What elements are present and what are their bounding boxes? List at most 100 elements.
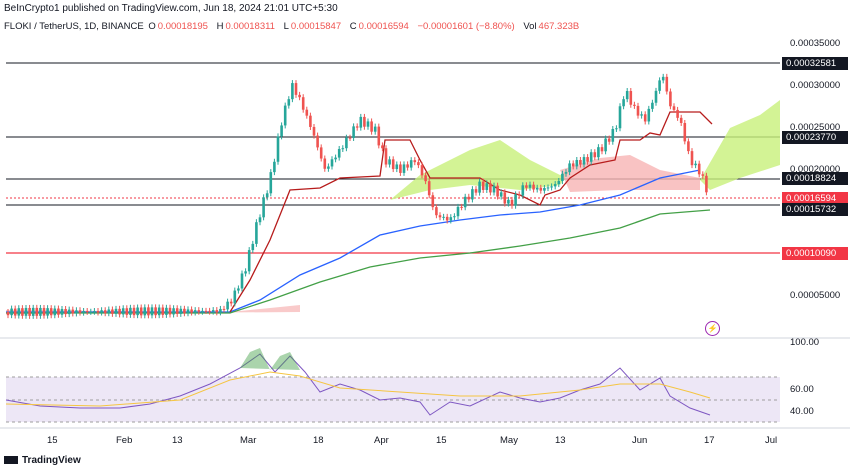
candle-body: [319, 147, 323, 159]
candle-body: [525, 185, 528, 188]
time-tick: Mar: [240, 435, 257, 446]
candle-body: [597, 147, 600, 158]
tradingview-logo-icon: [4, 456, 18, 465]
candle-body: [478, 181, 481, 193]
candle-body: [582, 157, 586, 165]
candle-body: [604, 138, 607, 152]
candle-body: [175, 308, 179, 314]
time-tick: Apr: [374, 435, 389, 446]
candle-body: [658, 80, 661, 91]
price-tick: 0.00005000: [790, 290, 841, 301]
time-tick: 13: [555, 435, 566, 446]
candle-body: [694, 163, 697, 166]
candle-body: [352, 126, 355, 138]
close-value: 0.00016594: [358, 21, 409, 32]
candle-body: [161, 307, 165, 315]
candle-body: [593, 152, 597, 158]
time-tick: 13: [172, 435, 183, 446]
candle-body: [377, 126, 381, 146]
publisher-line: BeInCrypto1 published on TradingView.com…: [4, 3, 338, 14]
candle-body: [28, 307, 31, 316]
tradingview-brand[interactable]: TradingView: [4, 455, 81, 466]
candle-body: [53, 308, 57, 316]
candle-body: [489, 183, 492, 193]
ichimoku-cloud-bull: [390, 140, 570, 200]
candle-body: [625, 91, 629, 100]
candle-body: [417, 162, 420, 166]
candle-body: [413, 160, 417, 163]
candles: [6, 73, 708, 319]
candle-body: [503, 192, 507, 204]
candle-body: [229, 301, 233, 304]
candle-body: [499, 192, 503, 197]
candle-body: [348, 137, 352, 139]
candle-body: [705, 175, 708, 193]
candle-body: [287, 99, 291, 106]
candle-body: [172, 308, 175, 315]
candle-body: [114, 308, 118, 314]
price-scale[interactable]: 0.00035000 0.00030000 0.00025000 0.00020…: [782, 0, 850, 338]
candle-body: [280, 125, 283, 137]
rsi-line: [5, 353, 711, 416]
symbol-legend[interactable]: FLOKI / TetherUS, 1D, BINANCE O 0.0001819…: [4, 21, 585, 32]
candle-body: [388, 159, 391, 165]
candle-body: [6, 312, 10, 316]
candle-body: [219, 308, 222, 313]
candle-body: [139, 307, 143, 316]
candle-body: [240, 273, 244, 289]
candle-body: [39, 307, 42, 316]
candle-body: [147, 307, 150, 316]
rsi-overbought-fill: [240, 348, 300, 370]
candle-body: [64, 309, 67, 315]
volume-value: 467.323B: [538, 21, 580, 32]
candle-body: [557, 180, 561, 185]
candle-body: [125, 308, 129, 315]
candle-body: [539, 187, 543, 191]
close-label: C: [349, 21, 357, 32]
candle-body: [255, 222, 258, 244]
candle-body: [370, 121, 373, 132]
ema-blue-line: [6, 169, 701, 313]
rsi-tick: 40.00: [790, 406, 814, 417]
candle-body: [222, 308, 226, 310]
candle-body: [669, 91, 672, 107]
candle-body: [391, 159, 395, 170]
candle-body: [157, 307, 161, 316]
candle-body: [543, 188, 546, 191]
candle-body: [485, 183, 489, 190]
candle-body: [49, 308, 53, 316]
candle-body: [111, 309, 114, 314]
candle-body: [665, 76, 669, 92]
candle-body: [258, 217, 262, 223]
time-tick: 15: [47, 435, 58, 446]
candle-body: [265, 193, 269, 198]
candle-body: [251, 243, 255, 251]
candle-body: [85, 311, 89, 313]
candle-body: [89, 311, 93, 313]
candle-body: [643, 114, 647, 122]
flash-icon[interactable]: ⚡: [705, 321, 720, 336]
candle-body: [683, 122, 687, 142]
price-label-5: 0.00015732: [782, 203, 848, 216]
candle-body: [636, 105, 640, 116]
candle-body: [611, 128, 615, 142]
candle-body: [672, 106, 676, 110]
candle-body: [528, 184, 532, 188]
candle-body: [78, 310, 82, 313]
candle-body: [535, 187, 539, 190]
candle-body: [179, 308, 183, 314]
low-label: L: [283, 21, 289, 32]
candle-body: [183, 308, 186, 314]
candle-body: [17, 308, 21, 316]
change-value: −0.00001601 (−8.80%): [417, 21, 515, 32]
candle-body: [586, 157, 589, 162]
price-tick: 0.00035000: [790, 38, 841, 49]
candle-body: [334, 157, 337, 160]
candle-body: [67, 309, 71, 315]
high-value: 0.00018311: [225, 21, 275, 32]
candle-body: [679, 117, 683, 123]
candle-body: [564, 172, 568, 174]
time-tick: Feb: [116, 435, 133, 446]
candle-body: [60, 309, 64, 315]
